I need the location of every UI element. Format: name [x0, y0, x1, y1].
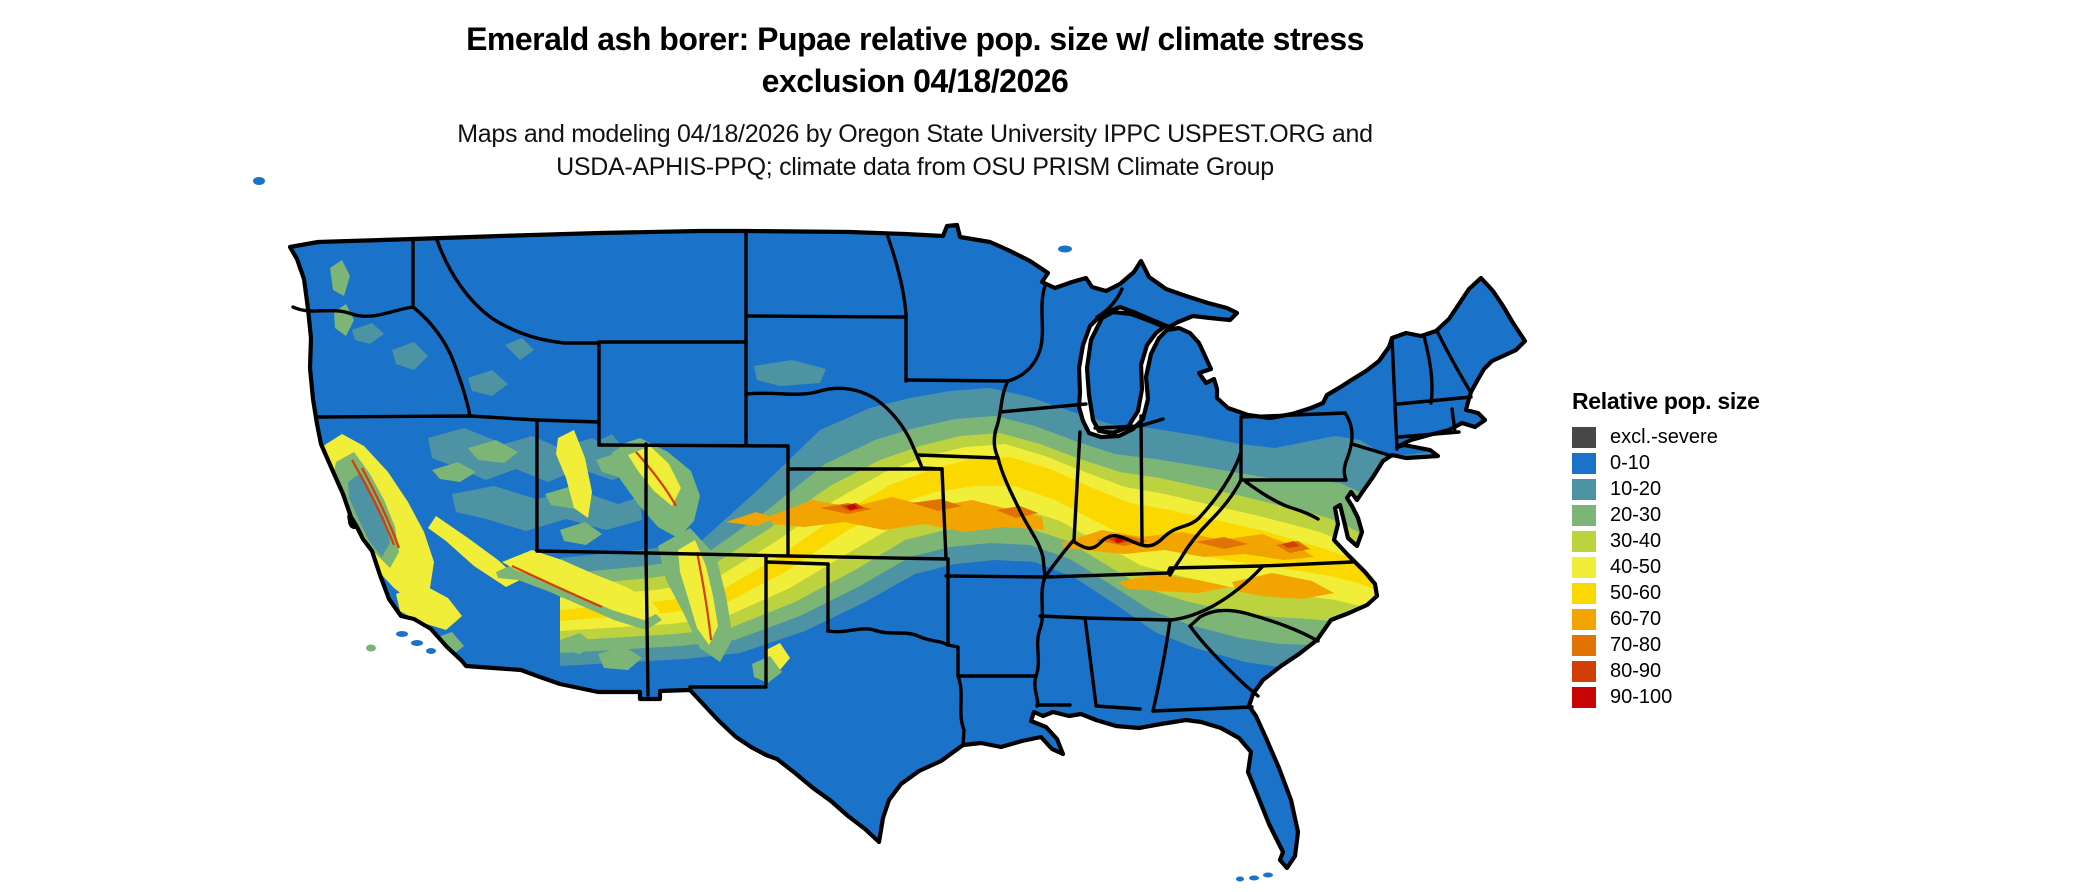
map-title-line2: exclusion 04/18/2026	[761, 63, 1069, 99]
legend-swatch	[1572, 583, 1596, 604]
legend-label: 40-50	[1610, 556, 1662, 578]
map-title-line1: Emerald ash borer: Pupae relative pop. s…	[466, 21, 1364, 57]
legend-label: 20-30	[1610, 504, 1662, 526]
legend-row: 50-60	[1572, 582, 1812, 604]
legend-swatch	[1572, 557, 1596, 578]
legend-swatch	[1572, 453, 1596, 474]
legend-row: 10-20	[1572, 478, 1812, 500]
legend-row: 70-80	[1572, 634, 1812, 656]
legend-label: 0-10	[1610, 452, 1651, 474]
legend-swatch	[1572, 661, 1596, 682]
legend-label: excl.-severe	[1610, 426, 1718, 448]
legend-label: 10-20	[1610, 478, 1662, 500]
legend-label: 90-100	[1610, 686, 1673, 708]
map-subtitle: Maps and modeling 04/18/2026 by Oregon S…	[270, 118, 1560, 184]
legend-row: 0-10	[1572, 452, 1812, 474]
legend-row: 20-30	[1572, 504, 1812, 526]
legend-label: 80-90	[1610, 660, 1662, 682]
legend: Relative pop. size excl.-severe 0-10 10-20…	[1572, 388, 1812, 713]
legend-title: Relative pop. size	[1572, 388, 1760, 414]
legend-swatch	[1572, 427, 1596, 448]
legend-row: 90-100	[1572, 686, 1812, 708]
islands	[253, 177, 1273, 882]
legend-label: 50-60	[1610, 582, 1662, 604]
legend-row: excl.-severe	[1572, 426, 1812, 448]
map-header: Emerald ash borer: Pupae relative pop. s…	[270, 18, 1560, 184]
map-subtitle-line1: Maps and modeling 04/18/2026 by Oregon S…	[457, 120, 1373, 148]
map-title: Emerald ash borer: Pupae relative pop. s…	[270, 18, 1560, 102]
legend-row: 80-90	[1572, 660, 1812, 682]
legend-swatch	[1572, 479, 1596, 500]
legend-swatch	[1572, 687, 1596, 708]
legend-label: 60-70	[1610, 608, 1662, 630]
map-subtitle-line2: USDA-APHIS-PPQ; climate data from OSU PR…	[556, 153, 1274, 181]
legend-label: 30-40	[1610, 530, 1662, 552]
legend-row: 30-40	[1572, 530, 1812, 552]
legend-row: 40-50	[1572, 556, 1812, 578]
us-outline	[287, 222, 1528, 871]
legend-swatch	[1572, 635, 1596, 656]
legend-label: 70-80	[1610, 634, 1662, 656]
legend-swatch	[1572, 531, 1596, 552]
legend-swatch	[1572, 505, 1596, 526]
legend-row: 60-70	[1572, 608, 1812, 630]
sf-bay	[347, 512, 357, 530]
legend-rows: excl.-severe 0-10 10-20 20-30 30-40 40-50 50-6…	[1572, 426, 1812, 708]
mountain-detail	[314, 260, 826, 683]
legend-swatch	[1572, 609, 1596, 630]
